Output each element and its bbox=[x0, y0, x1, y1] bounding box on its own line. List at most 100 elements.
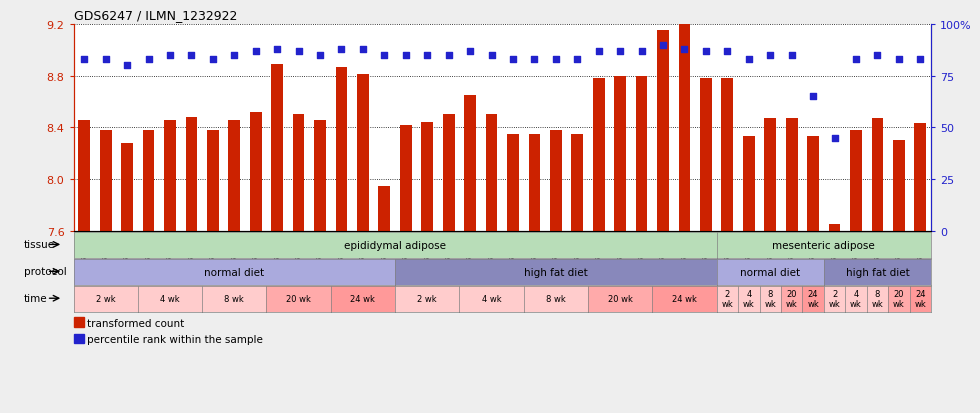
Point bbox=[141, 57, 157, 63]
Point bbox=[205, 57, 220, 63]
Bar bbox=[100, 131, 112, 231]
Point bbox=[912, 57, 928, 63]
Text: epididymal adipose: epididymal adipose bbox=[344, 240, 446, 250]
Bar bbox=[335, 67, 347, 231]
Bar bbox=[636, 76, 648, 231]
Bar bbox=[871, 119, 883, 231]
Bar bbox=[486, 115, 498, 231]
Point bbox=[226, 52, 242, 59]
Bar bbox=[228, 120, 240, 231]
Point bbox=[591, 48, 607, 55]
Bar bbox=[614, 76, 626, 231]
Text: GDS6247 / ILMN_1232922: GDS6247 / ILMN_1232922 bbox=[74, 9, 237, 22]
Bar bbox=[271, 65, 283, 231]
Text: 4 wk: 4 wk bbox=[160, 294, 179, 304]
Point bbox=[784, 52, 800, 59]
Bar bbox=[78, 120, 90, 231]
Text: transformed count: transformed count bbox=[87, 318, 184, 328]
Point bbox=[741, 57, 757, 63]
Point bbox=[76, 57, 92, 63]
Text: high fat diet: high fat diet bbox=[846, 267, 909, 277]
Point bbox=[398, 52, 414, 59]
Bar bbox=[315, 120, 326, 231]
Bar bbox=[658, 31, 669, 231]
Point bbox=[333, 46, 349, 53]
Bar bbox=[164, 120, 175, 231]
Text: 8
wk: 8 wk bbox=[871, 290, 883, 309]
Text: 20
wk: 20 wk bbox=[893, 290, 905, 309]
Text: 20 wk: 20 wk bbox=[608, 294, 633, 304]
Point bbox=[762, 52, 778, 59]
Text: tissue: tissue bbox=[24, 240, 55, 250]
Point bbox=[869, 52, 885, 59]
Text: 8 wk: 8 wk bbox=[546, 294, 565, 304]
Bar bbox=[143, 131, 155, 231]
Bar bbox=[465, 96, 476, 231]
Point bbox=[291, 48, 307, 55]
Bar bbox=[914, 124, 926, 231]
Point bbox=[806, 94, 821, 100]
Bar bbox=[571, 135, 583, 231]
Bar bbox=[443, 115, 455, 231]
Bar bbox=[786, 119, 798, 231]
Text: 8 wk: 8 wk bbox=[224, 294, 244, 304]
Bar bbox=[250, 112, 262, 231]
Text: protocol: protocol bbox=[24, 267, 67, 277]
Text: 20
wk: 20 wk bbox=[786, 290, 798, 309]
Point bbox=[656, 42, 671, 49]
Point bbox=[827, 135, 843, 142]
Point bbox=[441, 52, 457, 59]
Point bbox=[183, 52, 199, 59]
Text: 2 wk: 2 wk bbox=[417, 294, 437, 304]
Point bbox=[634, 48, 650, 55]
Text: 8
wk: 8 wk bbox=[764, 290, 776, 309]
Bar bbox=[893, 141, 905, 231]
Point bbox=[612, 48, 628, 55]
Text: 24 wk: 24 wk bbox=[672, 294, 697, 304]
Point bbox=[162, 52, 177, 59]
Bar bbox=[829, 225, 841, 231]
Point bbox=[698, 48, 713, 55]
Point bbox=[270, 46, 285, 53]
Point bbox=[719, 48, 735, 55]
Bar bbox=[207, 131, 219, 231]
Bar bbox=[293, 115, 305, 231]
Text: 4
wk: 4 wk bbox=[850, 290, 861, 309]
Bar bbox=[678, 25, 690, 231]
Bar bbox=[507, 135, 518, 231]
Bar bbox=[721, 79, 733, 231]
Point bbox=[484, 52, 500, 59]
Bar bbox=[764, 119, 776, 231]
Bar bbox=[185, 118, 197, 231]
Point bbox=[848, 57, 863, 63]
Point bbox=[98, 57, 114, 63]
Text: 4 wk: 4 wk bbox=[482, 294, 502, 304]
Bar bbox=[850, 131, 861, 231]
Text: 2
wk: 2 wk bbox=[721, 290, 733, 309]
Text: mesenteric adipose: mesenteric adipose bbox=[772, 240, 875, 250]
Text: 20 wk: 20 wk bbox=[286, 294, 311, 304]
Text: 24 wk: 24 wk bbox=[351, 294, 375, 304]
Bar bbox=[421, 123, 433, 231]
Point bbox=[891, 57, 907, 63]
Text: 24
wk: 24 wk bbox=[914, 290, 926, 309]
Point bbox=[526, 57, 542, 63]
Bar bbox=[378, 186, 390, 231]
Bar bbox=[122, 143, 133, 231]
Point bbox=[548, 57, 564, 63]
Point bbox=[676, 46, 692, 53]
Bar bbox=[74, 334, 83, 344]
Text: 24
wk: 24 wk bbox=[808, 290, 819, 309]
Point bbox=[505, 57, 520, 63]
Text: 2
wk: 2 wk bbox=[829, 290, 841, 309]
Point bbox=[120, 63, 135, 69]
Point bbox=[419, 52, 435, 59]
Text: normal diet: normal diet bbox=[204, 267, 265, 277]
Bar bbox=[808, 137, 819, 231]
Point bbox=[463, 48, 478, 55]
Point bbox=[248, 48, 264, 55]
Bar bbox=[593, 79, 605, 231]
Text: normal diet: normal diet bbox=[740, 267, 801, 277]
Point bbox=[313, 52, 328, 59]
Point bbox=[355, 46, 370, 53]
